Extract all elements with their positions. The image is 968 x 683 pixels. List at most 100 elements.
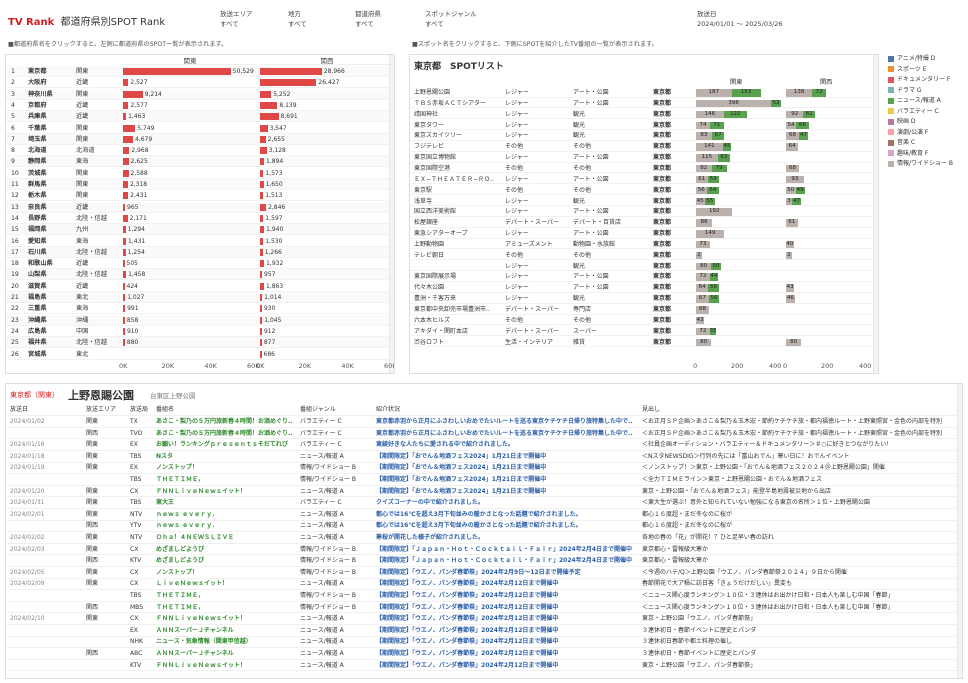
rank-row[interactable]: 1 東京都 関東 50,529 28,966 xyxy=(6,66,394,77)
detail-row[interactable]: 2024/02/03 関東 CX めざましどようび 情報/ワイドショー B 【期間限定】「… xyxy=(6,545,962,556)
prefecture-name[interactable]: 福井県 xyxy=(28,339,47,347)
spot-row[interactable]: テレビ朝日 その他 その他 東京都 2 2 xyxy=(410,251,878,261)
rank-row[interactable]: 20 滋賀県 近畿 424 1,863 xyxy=(6,281,394,292)
prefecture-name[interactable]: 兵庫県 xyxy=(28,113,47,121)
detail-row[interactable]: 2024/02/05 関東 CX ノンストップ！ 情報/ワイドショー B 【期間限定】「ウ… xyxy=(6,568,962,579)
detail-row[interactable]: 2024/02/10 関東 CX ＦＮＮＬｉｖｅＮｅｗｓイット！ ニュース/報道 A 【期… xyxy=(6,614,962,626)
rank-row[interactable]: 17 石川県 北陸・信越 1,254 1,266 xyxy=(6,246,394,258)
program-name[interactable]: ＴＨＥＴＩＭＥ， xyxy=(156,603,205,611)
detail-scrollbar[interactable] xyxy=(957,384,962,678)
detail-row[interactable]: 2024/02/09 関東 CX ＬｉｖｅＮｅｗｓイット！ ニュース/報道 A 【期間限定… xyxy=(6,579,962,591)
rank-row[interactable]: 23 沖縄県 沖縄 858 1,045 xyxy=(6,314,394,326)
spot-name[interactable]: 渋谷ロフト xyxy=(414,338,445,346)
rank-row[interactable]: 14 長野県 北陸・信越 2,171 1,597 xyxy=(6,213,394,224)
prefecture-name[interactable]: 福岡県 xyxy=(28,226,47,234)
program-name[interactable]: ＦＮＮＬｉｖｅＮｅｗｓイット！ xyxy=(156,615,247,623)
filter-spot-genre[interactable]: スポットジャンル すべて xyxy=(425,10,477,28)
rank-row[interactable]: 2 大阪府 近畿 2,527 26,427 xyxy=(6,77,394,89)
spot-row[interactable]: 国立西洋美術館 レジャー アート・公園 東京都 192 xyxy=(410,207,878,217)
spot-row[interactable]: 上野恩賜公園 レジャー アート・公園 東京都 187 153 138 72 xyxy=(410,88,878,98)
rank-row[interactable]: 22 三重県 東海 991 930 xyxy=(6,303,394,315)
spot-name[interactable]: 東京国際展示場 xyxy=(414,273,457,281)
spot-name[interactable]: 代々木公園 xyxy=(414,284,445,292)
spot-name[interactable]: 東京スカイツリー xyxy=(414,132,463,140)
detail-row[interactable]: 関西 MBS ＴＨＥＴＩＭＥ， 情報/ワイドショー B 【期間限定】「ウエノ、パンダ春節… xyxy=(6,603,962,614)
rank-row[interactable]: 5 兵庫県 近畿 1,463 8,691 xyxy=(6,111,394,123)
legend-item[interactable]: ニュース/報道 A xyxy=(888,96,966,107)
spot-name[interactable]: 東急シアターオーブ xyxy=(414,230,468,238)
spot-row[interactable]: 靖国神社 レジャー 観光 東京都 146 122 92 61 xyxy=(410,110,878,120)
program-name[interactable]: ニュース・気象情報（関東甲信越） xyxy=(156,638,252,646)
detail-row[interactable]: 2024/01/02 関東 TX あさこ・梨乃の５万円旅新春４時間！お酒めぐり.. バラ… xyxy=(6,417,962,428)
prefecture-name[interactable]: 愛知県 xyxy=(28,237,47,245)
detail-row[interactable]: 2024/01/18 関東 TBS Nスタ ニュース/報道 A 【期間限定】「おでん＆地酒… xyxy=(6,452,962,463)
rank-row[interactable]: 10 茨城県 関東 2,588 1,573 xyxy=(6,168,394,179)
spot-row[interactable]: レジャー 観光 東京都 80 50 xyxy=(410,262,878,272)
rank-row[interactable]: 4 京都府 近畿 2,577 8,139 xyxy=(6,100,394,111)
prefecture-name[interactable]: 石川県 xyxy=(28,248,47,256)
rank-scrollbar[interactable] xyxy=(389,55,394,373)
legend-item[interactable]: 趣味/教育 F xyxy=(888,149,966,160)
program-name[interactable]: ＦＮＮＬｉｖｅＮｅｗｓイット！ xyxy=(156,661,247,669)
rank-row[interactable]: 15 福岡県 九州 1,294 1,940 xyxy=(6,224,394,236)
spot-name[interactable]: テレビ朝日 xyxy=(414,251,445,259)
spot-row[interactable]: 代々木公園 レジャー アート・公園 東京都 64 56 43 xyxy=(410,283,878,293)
legend-item[interactable]: スポーツ E xyxy=(888,65,966,76)
spot-name[interactable]: 東京国際空港 xyxy=(414,164,451,172)
spot-row[interactable]: アキダイ・関町本店 デパート・スーパー スーパー 東京都 72 35 xyxy=(410,327,878,337)
detail-row[interactable]: 関西 TVO あさこ・梨乃の５万円旅新春４時間！お酒めぐり.. バラエティー C 東京都… xyxy=(6,429,962,440)
prefecture-name[interactable]: 沖縄県 xyxy=(28,316,47,324)
filter-prefecture[interactable]: 都道府県 すべて xyxy=(355,10,381,28)
program-name[interactable]: 東大王 xyxy=(156,499,175,507)
detail-row[interactable]: TBS ＴＨＥＴＩＭＥ， 情報/ワイドショー B 【期間限定】「ウエノ、パンダ春節祭」… xyxy=(6,591,962,602)
spot-name[interactable]: 上野動物園 xyxy=(414,240,445,248)
spot-name[interactable]: 東京タワー xyxy=(414,121,445,129)
rank-row[interactable]: 25 福井県 北陸・信越 880 877 xyxy=(6,337,394,349)
spot-row[interactable]: 東急シアターオーブ レジャー アート・公園 東京都 149 xyxy=(410,229,878,239)
rank-row[interactable]: 18 和歌山県 近畿 505 1,932 xyxy=(6,258,394,270)
legend-item[interactable]: 音楽 C xyxy=(888,138,966,149)
spot-name[interactable]: 浅草寺 xyxy=(414,197,433,205)
prefecture-name[interactable]: 三重県 xyxy=(28,305,47,313)
detail-row[interactable]: 関西 ABC ＡＮＮスーパーＪチャンネル ニュース/報道 A 【期間限定】「ウエノ、パン… xyxy=(6,649,962,660)
program-name[interactable]: ＦＮＮＬｉｖｅＮｅｗｓイット！ xyxy=(156,487,247,495)
detail-row[interactable]: TBS ＴＨＥＴＩＭＥ， 情報/ワイドショー B 【期間限定】「おでん＆地酒フェス20… xyxy=(6,475,962,486)
detail-row[interactable]: 2024/01/16 関東 EX お願い！ランキングｐｒｅｓｅｎｔｓそだてれび バラエテ… xyxy=(6,440,962,452)
legend-item[interactable]: ドキュメンタリー F xyxy=(888,75,966,86)
spot-row[interactable]: 上野動物園 アミューズメント 動物園・水族館 東京都 73 40 xyxy=(410,240,878,250)
program-name[interactable]: あさこ・梨乃の５万円旅新春４時間！お酒めぐり.. xyxy=(156,429,293,437)
prefecture-name[interactable]: 長野県 xyxy=(28,214,47,222)
spot-row[interactable]: 東京国際空港 その他 その他 東京都 82 79 68 xyxy=(410,164,878,174)
prefecture-name[interactable]: 埼玉県 xyxy=(28,135,47,143)
spot-row[interactable]: フジテレビ その他 その他 東京都 141 45 64 xyxy=(410,142,878,152)
program-name[interactable]: ノンストップ！ xyxy=(156,464,198,472)
spot-row[interactable]: ＴＢＳ赤坂ＡＣＴシアター レジャー アート・公園 東京都 396 52 xyxy=(410,99,878,109)
spot-name[interactable]: 六本木ヒルズ xyxy=(414,316,451,324)
program-name[interactable]: めざましどようび xyxy=(156,545,205,553)
spot-scrollbar[interactable] xyxy=(873,55,878,373)
spot-row[interactable]: 豊洲・千客万来 レジャー 観光 東京都 67 56 46 xyxy=(410,294,878,304)
prefecture-name[interactable]: 山梨県 xyxy=(28,271,47,279)
rank-row[interactable]: 12 栃木県 関東 2,431 1,513 xyxy=(6,190,394,202)
program-name[interactable]: ＡＮＮスーパーＪチャンネル xyxy=(156,626,234,634)
spot-row[interactable]: 東京スカイツリー レジャー 観光 東京都 83 67 68 47 xyxy=(410,131,878,141)
detail-row[interactable]: 2024/02/02 関東 NTV Ｏｈａ！４ＮＥＷＳＬＩＶＥ ニュース/報道 A 寒桜が… xyxy=(6,533,962,544)
spot-row[interactable]: 東京タワー レジャー 観光 東京都 74 71 54 66 xyxy=(410,121,878,131)
prefecture-name[interactable]: 福島県 xyxy=(28,294,47,301)
prefecture-name[interactable]: 群馬県 xyxy=(28,181,47,188)
detail-row[interactable]: KTV ＦＮＮＬｉｖｅＮｅｗｓイット！ ニュース/報道 A 【期間限定】「ウエノ、パン… xyxy=(6,661,962,672)
spot-name[interactable]: ＥＸ−ＴＨＥＡＴＥＲ−ＲＯ.. xyxy=(414,175,494,183)
legend-item[interactable]: ドラマ G xyxy=(888,86,966,97)
legend-item[interactable]: 演劇/公演 F xyxy=(888,128,966,139)
spot-name[interactable]: 上野恩賜公園 xyxy=(414,89,451,96)
spot-row[interactable]: ＥＸ−ＴＨＥＡＴＥＲ−ＲＯ.. レジャー アート・公園 東京都 61 59 93 xyxy=(410,175,878,185)
prefecture-name[interactable]: 栃木県 xyxy=(28,192,47,200)
spot-row[interactable]: 東京国立博物館 レジャー アート・公園 東京都 115 63 xyxy=(410,153,878,163)
detail-row[interactable]: 2024/01/31 関東 TBS 東大王 バラエティー C クイズコーナーの中で紹介され… xyxy=(6,498,962,510)
rank-row[interactable]: 21 福島県 東北 1,027 1,014 xyxy=(6,292,394,303)
legend-item[interactable]: バラエティー C xyxy=(888,107,966,118)
spot-name[interactable]: 東京国立博物館 xyxy=(414,154,457,162)
legend-item[interactable]: 映画 D xyxy=(888,117,966,128)
program-name[interactable]: ＡＮＮスーパーＪチャンネル xyxy=(156,650,234,657)
detail-row[interactable]: 2024/02/01 関東 NTV ｎｅｗｓ ｅｖｅｒｙ． ニュース/報道 A 都心では1… xyxy=(6,510,962,521)
